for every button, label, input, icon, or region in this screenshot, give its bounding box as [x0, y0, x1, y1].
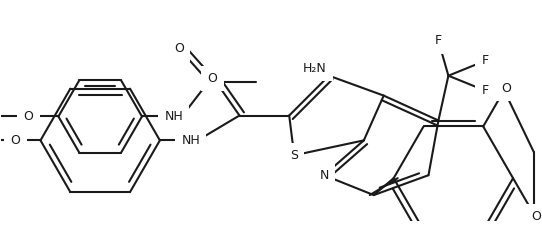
Text: H₂N: H₂N — [303, 62, 327, 75]
Text: NH: NH — [164, 110, 183, 123]
Text: F: F — [482, 84, 489, 97]
Text: F: F — [482, 54, 489, 67]
Text: O: O — [531, 210, 541, 223]
Text: F: F — [435, 34, 442, 47]
Text: O: O — [174, 42, 184, 55]
Text: NH: NH — [182, 134, 200, 147]
Text: O: O — [501, 82, 511, 95]
Text: O: O — [24, 110, 34, 123]
Text: O: O — [208, 72, 217, 85]
Text: O: O — [11, 134, 21, 147]
Text: S: S — [290, 149, 298, 162]
Text: N: N — [319, 169, 328, 182]
